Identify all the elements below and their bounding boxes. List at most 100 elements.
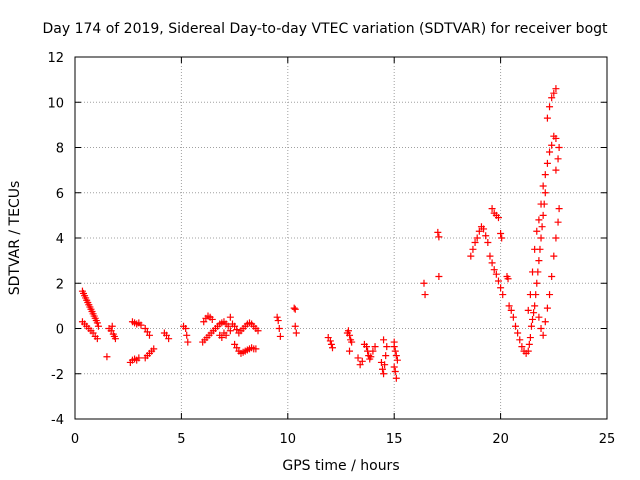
data-point (492, 270, 500, 278)
data-point (550, 252, 558, 260)
y-tick-label: 8 (56, 142, 64, 157)
data-point (391, 347, 399, 355)
data-point (254, 327, 262, 335)
data-point (137, 321, 145, 329)
data-point (541, 171, 549, 179)
data-point (541, 189, 549, 197)
data-point (488, 259, 496, 267)
data-points (78, 85, 563, 382)
x-tick-label: 10 (280, 432, 297, 447)
data-point (135, 354, 143, 362)
data-point (488, 205, 496, 213)
chart-title: Day 174 of 2019, Sidereal Day-to-day VTE… (42, 21, 608, 37)
data-point (369, 347, 377, 355)
data-point (274, 317, 282, 325)
data-point (535, 257, 543, 265)
data-point (276, 332, 284, 340)
data-point (505, 302, 513, 310)
data-point (184, 338, 192, 346)
data-point (535, 216, 543, 224)
data-point (499, 291, 507, 299)
data-point (497, 284, 505, 292)
x-tick-label: 15 (386, 432, 403, 447)
tick-marks (74, 56, 608, 420)
data-point (548, 272, 556, 280)
data-point (390, 363, 398, 371)
data-point (108, 322, 116, 330)
data-point (555, 144, 563, 151)
x-axis-label: GPS time / hours (282, 458, 399, 474)
data-point (150, 345, 158, 353)
data-point (344, 327, 352, 335)
data-point (484, 239, 492, 247)
data-point (480, 225, 488, 233)
x-tick-labels: 0 5 10 15 20 25 (71, 432, 615, 447)
data-point (327, 340, 335, 348)
data-point (226, 327, 234, 335)
y-tick-label: -2 (51, 368, 64, 383)
data-point (393, 356, 401, 364)
data-point (435, 233, 443, 241)
data-point (291, 305, 299, 313)
data-point (507, 306, 515, 314)
data-point (382, 352, 390, 360)
y-tick-label: -4 (51, 413, 64, 428)
data-point (552, 234, 560, 242)
data-point (552, 166, 560, 174)
data-point (371, 343, 379, 351)
data-point (531, 302, 539, 310)
data-point (490, 266, 498, 274)
data-point (420, 279, 428, 287)
data-point (509, 313, 517, 321)
data-point (183, 331, 191, 339)
data-point (182, 325, 190, 332)
data-point (533, 279, 541, 287)
data-point (346, 347, 354, 355)
x-tick-label: 5 (177, 432, 185, 447)
data-point (543, 159, 551, 167)
data-point (552, 134, 560, 142)
data-point (494, 277, 502, 285)
data-point (527, 322, 535, 330)
data-point (516, 336, 524, 344)
data-point (546, 103, 554, 111)
data-point (273, 313, 281, 321)
data-point (543, 114, 551, 122)
data-point (348, 338, 356, 346)
data-point (326, 337, 334, 345)
data-point (514, 329, 522, 337)
y-tick-label: 12 (47, 51, 64, 66)
x-tick-label: 20 (492, 432, 509, 447)
data-point (473, 234, 481, 242)
data-point (525, 340, 533, 348)
data-point (390, 338, 398, 346)
data-point (358, 357, 366, 365)
data-point (539, 331, 547, 339)
plot-frame (74, 56, 608, 420)
y-tick-label: 0 (56, 323, 64, 338)
data-point (354, 354, 362, 362)
data-point (554, 155, 562, 163)
y-tick-labels: -4 -2 0 2 4 6 8 10 12 (47, 51, 64, 428)
data-point (529, 268, 537, 276)
data-point (275, 325, 283, 332)
data-point (498, 234, 506, 242)
data-point (421, 291, 429, 299)
data-point (208, 315, 216, 323)
data-point (531, 245, 539, 253)
data-point (434, 228, 442, 236)
data-point (518, 343, 526, 351)
data-point (380, 370, 388, 378)
data-point (380, 336, 388, 344)
y-tick-label: 6 (56, 187, 64, 202)
y-axis-label: SDTVAR / TECUs (7, 181, 23, 296)
data-point (548, 94, 556, 102)
data-point (555, 205, 563, 213)
data-point (381, 361, 389, 369)
data-point (524, 306, 532, 314)
data-point (504, 275, 512, 283)
data-point (226, 313, 234, 321)
data-point (392, 352, 400, 360)
data-point (554, 218, 562, 226)
